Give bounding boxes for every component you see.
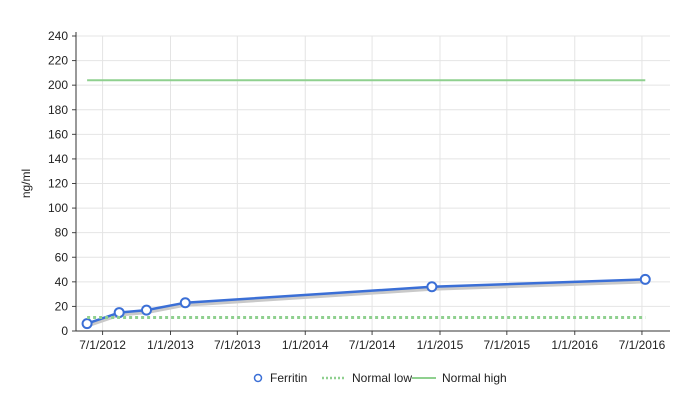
ferritin-line [86, 278, 646, 325]
grid [76, 35, 670, 331]
x-tick-label: 1/1/2014 [282, 338, 329, 352]
series [81, 79, 651, 330]
x-tick-label: 7/1/2015 [483, 338, 530, 352]
y-tick-label: 120 [48, 177, 68, 191]
y-axis-label: ng/ml [19, 169, 33, 198]
y-tick-label: 80 [55, 226, 69, 240]
x-tick-label: 7/1/2016 [619, 338, 666, 352]
y-tick-label: 40 [55, 275, 69, 289]
y-tick-label: 100 [48, 201, 68, 215]
axes: 0 20 40 60 80 100 120 140 160 180 200 220 240 7/1/201… [19, 29, 670, 352]
y-tick-label: 160 [48, 127, 68, 141]
ferritin-point[interactable] [81, 318, 93, 330]
legend-label-normal-low: Normal low [352, 371, 412, 385]
ferritin-point[interactable] [426, 281, 438, 293]
legend-label-ferritin: Ferritin [270, 371, 307, 385]
ferritin-point[interactable] [639, 273, 651, 285]
y-tick-label: 240 [48, 29, 68, 43]
x-tick-label: 7/1/2012 [79, 338, 126, 352]
x-tick-label: 1/1/2015 [417, 338, 464, 352]
ferritin-point[interactable] [141, 304, 153, 316]
ferritin-point[interactable] [113, 307, 125, 319]
y-tick-label: 180 [48, 103, 68, 117]
y-tick-label: 60 [55, 250, 69, 264]
ferritin-point[interactable] [179, 297, 191, 309]
x-tick-label: 1/1/2016 [551, 338, 598, 352]
legend-label-normal-high: Normal high [442, 371, 507, 385]
y-tick-label: 220 [48, 54, 68, 68]
x-tick-label: 7/1/2013 [214, 338, 261, 352]
legend: Ferritin Normal low Normal high [253, 371, 507, 385]
x-tick-label: 1/1/2013 [147, 338, 194, 352]
y-tick-label: 200 [48, 78, 68, 92]
legend-item-ferritin: Ferritin [253, 371, 307, 385]
y-tick-label: 0 [61, 324, 68, 338]
x-tick-label: 7/1/2014 [349, 338, 396, 352]
legend-swatch-ferritin [253, 373, 263, 383]
y-tick-label: 20 [55, 299, 69, 313]
legend-item-normal-high: Normal high [412, 371, 507, 385]
y-tick-label: 140 [48, 152, 68, 166]
legend-item-normal-low: Normal low [322, 371, 412, 385]
